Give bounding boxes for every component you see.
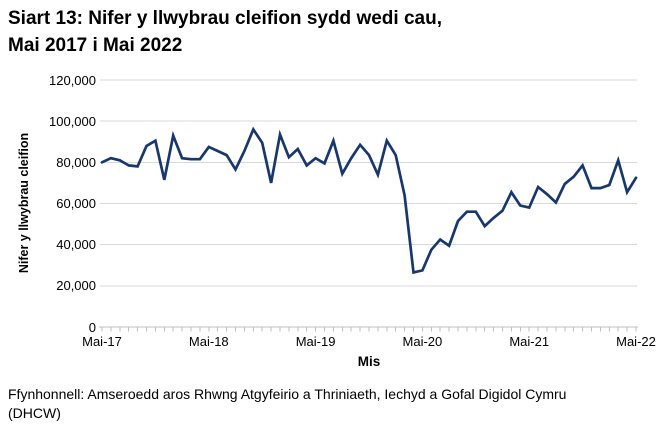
x-axis-group xyxy=(99,326,638,332)
data-line xyxy=(100,126,638,275)
chart-title-line-1: Siart 13: Nifer y llwybrau cleifion sydd… xyxy=(8,8,442,29)
x-tick-label: Mai-22 xyxy=(616,334,656,349)
x-tick-label: Mai-19 xyxy=(295,334,336,349)
x-tick-label: Mai-18 xyxy=(188,334,229,349)
series-group xyxy=(100,126,638,275)
source-note-line-2: (DHCW) xyxy=(8,405,61,421)
source-note: Ffynhonnell: Amseroedd aros Rhwng Atgyfe… xyxy=(8,385,664,423)
chart-title: Siart 13: Nifer y llwybrau cleifion sydd… xyxy=(8,5,658,59)
y-tick-label: 60,000 xyxy=(56,196,96,211)
x-tick-label: Mai-21 xyxy=(509,334,550,349)
y-tick-label: 0 xyxy=(88,319,96,335)
y-tick-label: 40,000 xyxy=(56,237,96,253)
x-axis-title: Mis xyxy=(357,354,381,369)
y-tick-label: 120,000 xyxy=(49,72,96,88)
x-tick-label: Mai-17 xyxy=(82,334,122,349)
x-tick-label: Mai-20 xyxy=(402,334,443,349)
y-tick-label: 20,000 xyxy=(56,278,96,294)
chart-title-line-2: Mai 2017 i Mai 2022 xyxy=(8,35,183,56)
gridlines-group xyxy=(100,79,637,287)
y-tick-label: 100,000 xyxy=(49,113,96,129)
y-tick-label: 80,000 xyxy=(56,154,96,170)
source-note-line-1: Ffynhonnell: Amseroedd aros Rhwng Atgyfe… xyxy=(8,386,567,402)
